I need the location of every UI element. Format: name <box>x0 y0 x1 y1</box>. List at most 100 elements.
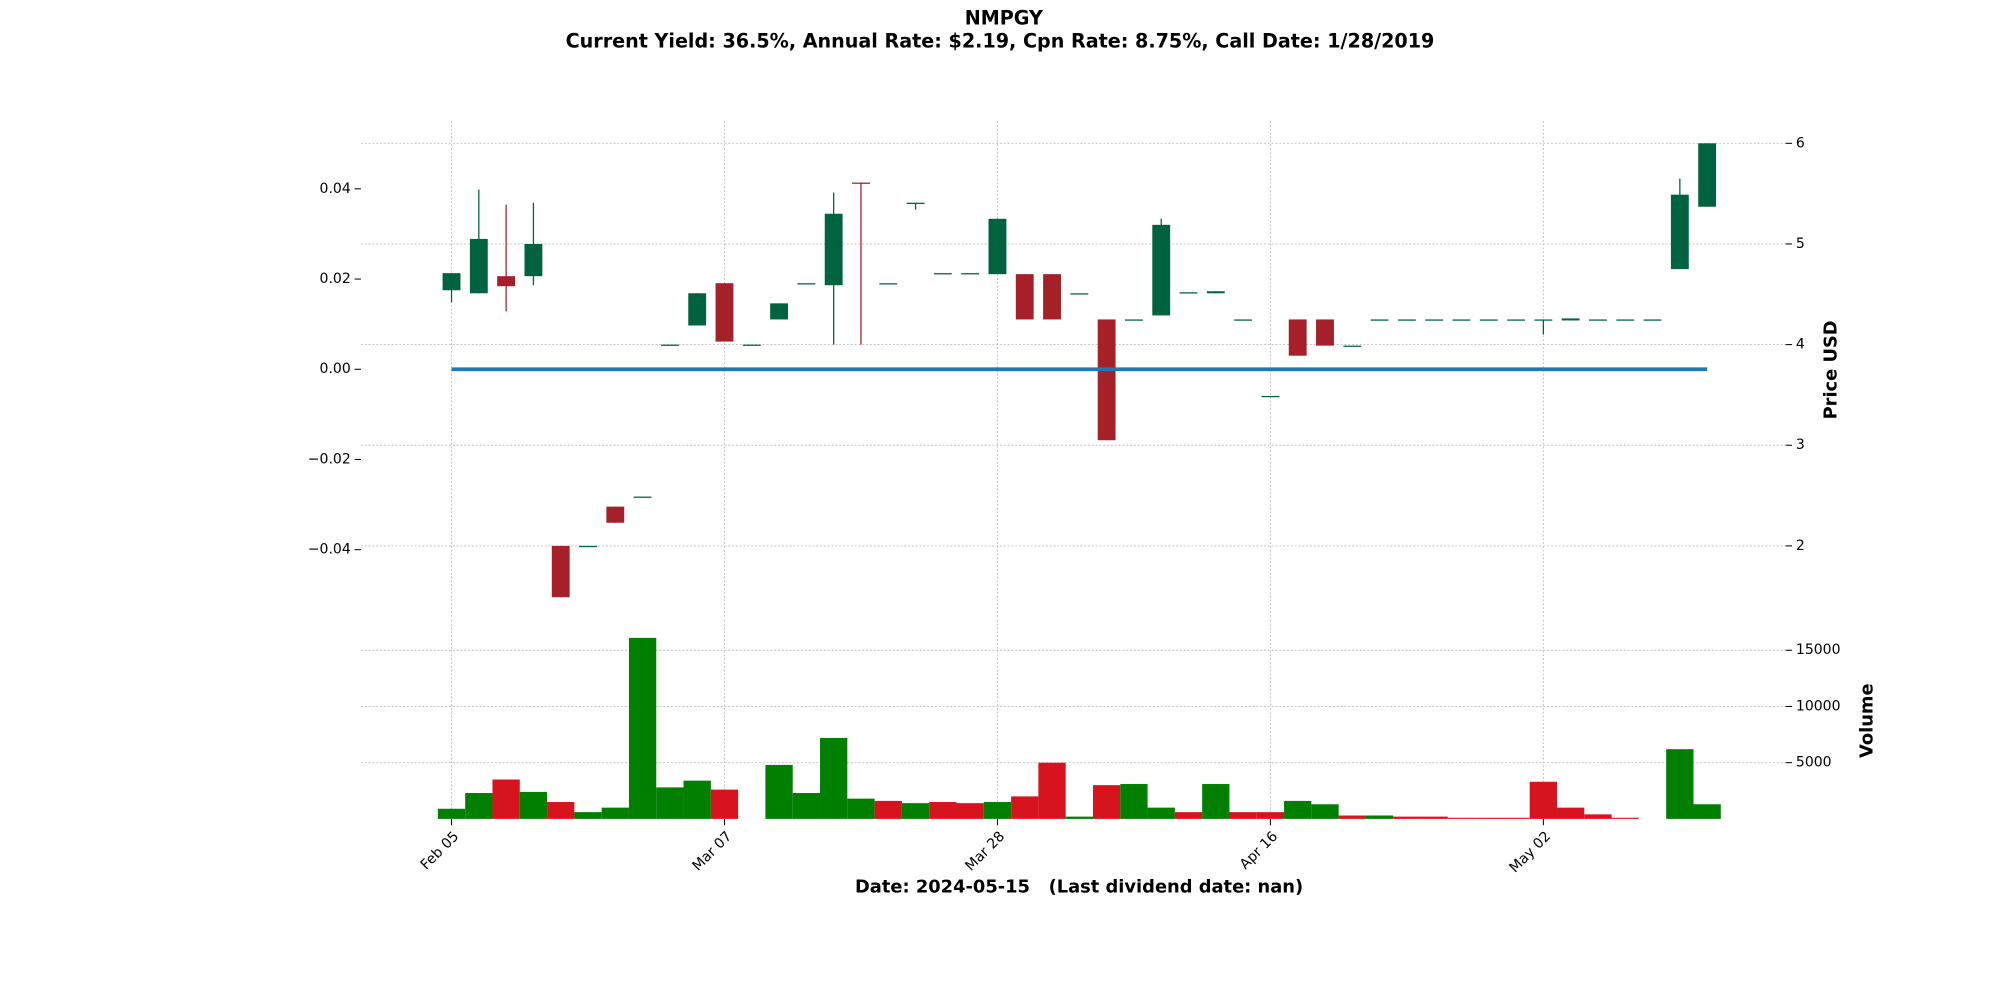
y-tick-label: −0.02 <box>308 451 351 467</box>
y2-axis-label: Price USD <box>1821 320 1842 419</box>
volume-bar <box>901 803 930 819</box>
volume-bar <box>492 779 520 819</box>
candle-body <box>1288 319 1307 356</box>
candle-body <box>1670 194 1689 270</box>
candle-body <box>1397 319 1416 321</box>
candle-body <box>606 506 625 523</box>
candle-body <box>1125 319 1143 321</box>
candle-body <box>1316 319 1334 346</box>
candle-body <box>1534 319 1553 321</box>
candle-body <box>770 303 789 320</box>
y-tick-label: 0.04 <box>320 181 351 197</box>
volume-bar <box>465 793 493 819</box>
chart-title: NMPGY <box>965 7 1044 30</box>
volume-bar <box>956 803 984 819</box>
volume-bar <box>1147 807 1175 819</box>
candle-body <box>551 545 570 598</box>
volume-bar <box>1338 815 1366 819</box>
y2-tick-label: 4 <box>1796 337 1805 353</box>
candle-body <box>988 218 1007 275</box>
volume-bar <box>1475 817 1503 819</box>
candle-body <box>742 344 761 346</box>
candle-body <box>1589 319 1607 321</box>
candle-body <box>633 496 652 498</box>
volume-axis-label: Volume <box>1856 683 1877 758</box>
candle-body <box>715 283 734 342</box>
volume-bar <box>1311 804 1339 819</box>
candle-body <box>1425 319 1444 321</box>
candle-body <box>442 273 461 291</box>
chart-subtitle: Current Yield: 36.5%, Annual Rate: $2.19… <box>566 30 1435 53</box>
candle-body <box>579 545 597 548</box>
volume-bar <box>1011 796 1039 819</box>
x-axis-label: Date: 2024-05-15 (Last dividend date: na… <box>855 877 1303 898</box>
candle-body <box>1234 319 1253 321</box>
volume-bar <box>792 793 821 819</box>
volume-bar <box>874 800 902 819</box>
volume-tick-label: 15000 <box>1796 642 1841 658</box>
volume-bar <box>1065 816 1093 819</box>
volume-bar <box>765 764 793 819</box>
candle-body <box>1206 291 1225 294</box>
volume-bar <box>1038 762 1066 819</box>
volume-bar <box>574 812 602 819</box>
y-tick-label: 0.02 <box>320 271 351 287</box>
volume-bar <box>710 789 739 819</box>
volume-bar <box>1420 816 1448 819</box>
candle-body <box>824 213 843 286</box>
volume-bar <box>1284 800 1312 819</box>
x-tick-label: May 02 <box>1507 829 1555 877</box>
volume-bar <box>929 802 957 819</box>
candle-body <box>1097 319 1116 441</box>
volume-bar <box>601 807 629 819</box>
candle-body <box>1643 319 1662 321</box>
volume-bar <box>1120 784 1148 819</box>
x-tick-label: Mar 28 <box>962 829 1008 875</box>
volume-bar <box>656 787 684 819</box>
x-tick-label: Mar 07 <box>689 829 735 875</box>
y2-tick-label: 6 <box>1796 135 1805 151</box>
candle-body <box>1507 319 1525 321</box>
y-tick-label: −0.04 <box>308 542 351 558</box>
y2-tick-label: 5 <box>1796 236 1805 252</box>
candle-body <box>1015 274 1034 320</box>
volume-bar <box>1174 812 1203 819</box>
volume-bar <box>437 808 466 819</box>
candle-body <box>1616 319 1635 321</box>
candle-body <box>688 293 707 326</box>
candle-body <box>797 283 816 285</box>
candle-body <box>524 243 543 277</box>
y2-tick-label: 2 <box>1796 538 1805 554</box>
volume-bar <box>547 802 575 819</box>
candle-body <box>933 273 952 275</box>
volume-bar <box>1557 807 1585 819</box>
candle-body <box>1043 274 1061 320</box>
volume-bar <box>1666 749 1694 819</box>
volume-bar <box>1693 804 1721 819</box>
candle-body <box>906 202 925 204</box>
candle-body <box>1261 395 1280 398</box>
candle-body <box>961 273 980 275</box>
volume-bar <box>1365 815 1394 819</box>
y-tick-label: 0.00 <box>320 361 351 377</box>
volume-bar <box>820 737 848 819</box>
candle-body <box>1698 143 1717 207</box>
volume-bar <box>683 780 711 819</box>
volume-bar <box>983 802 1012 819</box>
candle-body <box>1343 345 1362 347</box>
volume-bar <box>1502 817 1530 819</box>
candle-body <box>1070 293 1089 295</box>
candle-body <box>1479 319 1498 321</box>
volume-tick-label: 10000 <box>1796 698 1841 714</box>
volume-tick-label: 5000 <box>1796 755 1832 771</box>
volume-bar <box>1611 817 1639 819</box>
volume-bar <box>1584 814 1612 819</box>
volume-bar <box>1092 785 1121 819</box>
y2-tick-label: 3 <box>1796 437 1805 453</box>
candle-body <box>879 283 898 285</box>
candle-body <box>660 344 679 346</box>
candle-body <box>1452 319 1471 321</box>
candle-body <box>497 276 516 287</box>
volume-bar <box>1447 817 1476 819</box>
